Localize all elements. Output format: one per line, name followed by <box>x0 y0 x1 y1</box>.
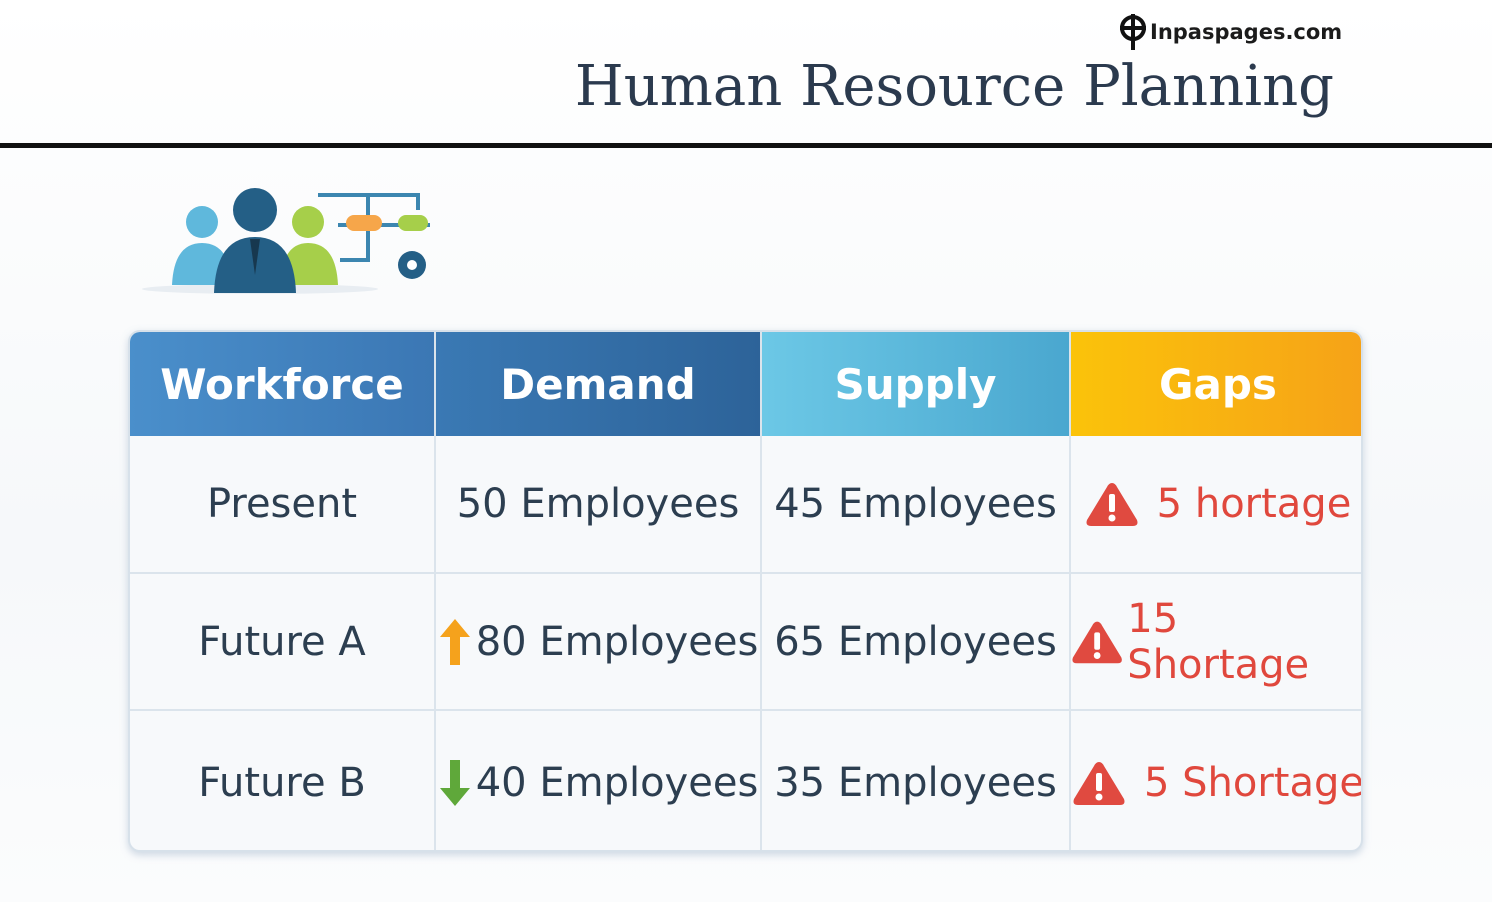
demand-cell: 80 Employees <box>436 574 762 711</box>
alert-icon <box>1086 483 1138 526</box>
gap-text: 5 Shortage <box>1143 759 1363 806</box>
page-title: Human Resource Planning <box>574 54 1334 119</box>
planning-table: Workforce Demand Supply Gaps Present 50 … <box>128 330 1363 852</box>
gap-cell: 5 hortage <box>1071 436 1361 574</box>
row-label: Future B <box>130 711 436 850</box>
gap-cell: 5 Shortage <box>1071 711 1363 850</box>
hr-illustration <box>142 188 430 294</box>
gap-text: 15 Shortage <box>1127 595 1310 688</box>
row-label: Present <box>130 436 436 574</box>
logo-icon <box>1120 14 1146 50</box>
up-arrow <box>439 618 470 665</box>
demand-cell: 50 Employees <box>436 436 762 574</box>
row-label: Future A <box>130 574 436 711</box>
alert-icon <box>1073 761 1125 805</box>
column-header: Gaps <box>1071 332 1361 436</box>
supply-cell: 45 Employees <box>762 436 1071 574</box>
column-header: Workforce <box>130 332 436 436</box>
supply-cell: 65 Employees <box>762 574 1071 711</box>
gap-cell: 15 Shortage <box>1071 574 1361 711</box>
supply-cell: 35 Employees <box>762 711 1071 850</box>
watermark-text: Inpaspages.com <box>1150 20 1343 44</box>
down-arrow <box>439 759 470 806</box>
demand-cell: 40 Employees <box>436 711 762 850</box>
demand-text: 40 Employees <box>475 759 759 806</box>
gap-text: 5 hortage <box>1156 481 1352 527</box>
watermark: Inpaspages.com <box>1118 14 1342 50</box>
divider <box>0 143 1492 148</box>
column-header: Demand <box>436 332 762 436</box>
demand-text: 80 Employees <box>475 618 759 665</box>
alert-icon <box>1072 621 1122 663</box>
column-header: Supply <box>762 332 1071 436</box>
